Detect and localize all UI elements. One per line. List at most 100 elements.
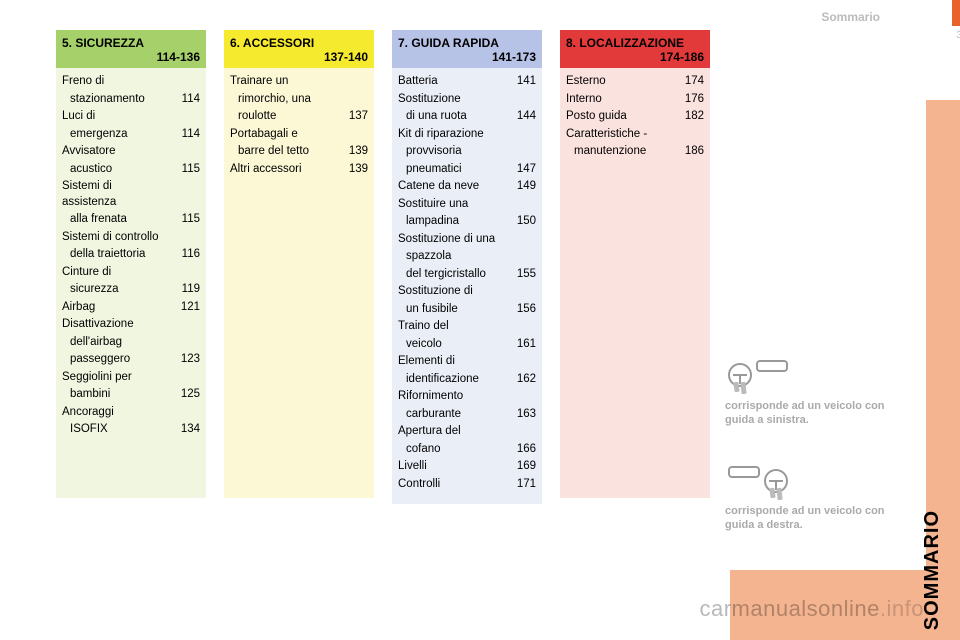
column-range: 137-140 — [324, 50, 368, 64]
toc-entry: un fusibile156 — [398, 302, 536, 318]
toc-entry-label: un fusibile — [398, 302, 508, 318]
toc-entry-page — [172, 405, 200, 421]
toc-entry-page — [508, 92, 536, 108]
column-header: 6. ACCESSORI137-140 — [224, 30, 374, 68]
toc-entry-page — [172, 109, 200, 125]
toc-column: 6. ACCESSORI137-140Trainare unrimorchio,… — [224, 30, 374, 504]
toc-entry-label: Livelli — [398, 459, 508, 475]
section-label: Sommario — [821, 10, 880, 24]
toc-entry-page: 149 — [508, 179, 536, 195]
column-range: 174-186 — [660, 50, 704, 64]
column-body: Batteria141Sostituzionedi una ruota144Ki… — [392, 68, 542, 504]
toc-entry: Elementi di — [398, 354, 536, 370]
toc-entry-label: Freno di — [62, 74, 172, 90]
toc-entry: provvisoria — [398, 144, 536, 160]
toc-entry: Rifornimento — [398, 389, 536, 405]
toc-entry: Avvisatore — [62, 144, 200, 160]
toc-entry-page: 182 — [676, 109, 704, 125]
toc-entry-page — [508, 389, 536, 405]
toc-column: 7. GUIDA RAPIDA141-173Batteria141Sostitu… — [392, 30, 542, 504]
toc-entry: Kit di riparazione — [398, 127, 536, 143]
toc-entry-label: Sostituire una — [398, 197, 508, 213]
toc-column: 5. SICUREZZA114-136Freno distazionamento… — [56, 30, 206, 504]
toc-entry: Posto guida182 — [566, 109, 704, 125]
toc-entry: veicolo161 — [398, 337, 536, 353]
toc-entry-label: stazionamento — [62, 92, 172, 108]
toc-entry: stazionamento114 — [62, 92, 200, 108]
toc-entry-label: provvisoria — [398, 144, 508, 160]
toc-entry: Disattivazione — [62, 317, 200, 333]
toc-entry-page: 139 — [340, 162, 368, 178]
toc-entry-page: 186 — [676, 144, 704, 160]
toc-entry-page — [172, 265, 200, 281]
toc-entry-page — [508, 144, 536, 160]
left-hand-drive-note: corrisponde ad un veicolo con guida a si… — [725, 400, 905, 428]
column-range: 141-173 — [492, 50, 536, 64]
toc-entry: carburante163 — [398, 407, 536, 423]
toc-entry-page: 176 — [676, 92, 704, 108]
toc-entry-page — [508, 284, 536, 300]
toc-entry-label: Sostituzione — [398, 92, 508, 108]
toc-entry: Apertura del — [398, 424, 536, 440]
toc-entry: acustico115 — [62, 162, 200, 178]
toc-entry: Traino del — [398, 319, 536, 335]
toc-entry: sicurezza119 — [62, 282, 200, 298]
toc-entry: Controlli171 — [398, 477, 536, 493]
toc-entry-label: Traino del — [398, 319, 508, 335]
toc-entry-label: Posto guida — [566, 109, 676, 125]
toc-entry: ISOFIX134 — [62, 422, 200, 438]
toc-entry-page: 115 — [172, 162, 200, 178]
column-body: Freno distazionamento114Luci diemergenza… — [56, 68, 206, 498]
toc-entry-label: Avvisatore — [62, 144, 172, 160]
toc-entry: rimorchio, una — [230, 92, 368, 108]
toc-entry: bambini125 — [62, 387, 200, 403]
toc-entry-label: Portabagali e — [230, 127, 340, 143]
toc-entry-label: rimorchio, una — [230, 92, 340, 108]
toc-entry-page: 123 — [172, 352, 200, 368]
toc-entry-page — [172, 144, 200, 160]
toc-entry: Livelli169 — [398, 459, 536, 475]
toc-entry: Seggiolini per — [62, 370, 200, 386]
toc-entry-page — [508, 319, 536, 335]
toc-entry-label: della traiettoria — [62, 247, 172, 263]
toc-entry: Airbag121 — [62, 300, 200, 316]
toc-entry-label: Apertura del — [398, 424, 508, 440]
toc-entry-page — [172, 230, 200, 246]
toc-entry: lampadina150 — [398, 214, 536, 230]
toc-entry-label: identificazione — [398, 372, 508, 388]
toc-entry-page: 156 — [508, 302, 536, 318]
toc-entry-page: 139 — [340, 144, 368, 160]
toc-entry-label: di una ruota — [398, 109, 508, 125]
toc-entry: identificazione162 — [398, 372, 536, 388]
right-hand-drive-note: corrisponde ad un veicolo con guida a de… — [725, 505, 905, 533]
toc-entry-label: Kit di riparazione — [398, 127, 508, 143]
toc-entry-page: 144 — [508, 109, 536, 125]
toc-entry-label: Altri accessori — [230, 162, 340, 178]
toc-entry-label: cofano — [398, 442, 508, 458]
toc-entry-page: 162 — [508, 372, 536, 388]
toc-entry: roulotte137 — [230, 109, 368, 125]
toc-entry-page: 116 — [172, 247, 200, 263]
toc-entry-page: 169 — [508, 459, 536, 475]
toc-entry-label: bambini — [62, 387, 172, 403]
toc-entry: Sistemi di controllo — [62, 230, 200, 246]
toc-entry-label: lampadina — [398, 214, 508, 230]
toc-entry-page — [508, 249, 536, 265]
toc-entry: Sostituzione — [398, 92, 536, 108]
toc-entry-page — [508, 127, 536, 143]
toc-entry-page — [172, 370, 200, 386]
toc-entry-page: 155 — [508, 267, 536, 283]
toc-entry: della traiettoria116 — [62, 247, 200, 263]
toc-entry: Catene da neve149 — [398, 179, 536, 195]
toc-entry-page: 174 — [676, 74, 704, 90]
column-body: Trainare unrimorchio, unaroulotte137Port… — [224, 68, 374, 498]
toc-entry-page — [340, 127, 368, 143]
toc-entry: Portabagali e — [230, 127, 368, 143]
toc-entry: pneumatici147 — [398, 162, 536, 178]
column-body: Esterno174Interno176Posto guida182Caratt… — [560, 68, 710, 498]
toc-entry-label: ISOFIX — [62, 422, 172, 438]
toc-entry: Sistemi di assistenza — [62, 179, 200, 210]
toc-entry-label: carburante — [398, 407, 508, 423]
toc-entry-page: 115 — [172, 212, 200, 228]
toc-entry-page: 119 — [172, 282, 200, 298]
